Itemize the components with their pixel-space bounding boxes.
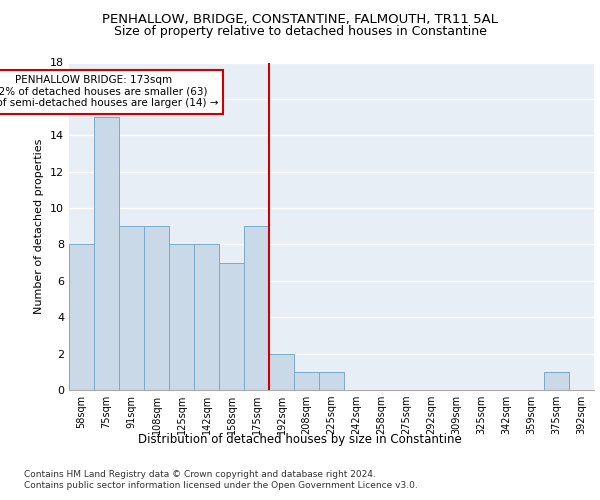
Bar [144,226,169,390]
Text: Contains HM Land Registry data © Crown copyright and database right 2024.: Contains HM Land Registry data © Crown c… [24,470,376,479]
Bar [219,262,244,390]
Bar [244,226,269,390]
Bar [294,372,319,390]
Bar [94,117,119,390]
Text: Size of property relative to detached houses in Constantine: Size of property relative to detached ho… [113,25,487,38]
Bar [269,354,294,390]
Bar [194,244,219,390]
Y-axis label: Number of detached properties: Number of detached properties [34,138,44,314]
Bar [319,372,344,390]
Text: PENHALLOW BRIDGE: 173sqm
← 82% of detached houses are smaller (63)
18% of semi-d: PENHALLOW BRIDGE: 173sqm ← 82% of detach… [0,75,218,108]
Bar [544,372,569,390]
Bar [69,244,94,390]
Text: Contains public sector information licensed under the Open Government Licence v3: Contains public sector information licen… [24,481,418,490]
Text: Distribution of detached houses by size in Constantine: Distribution of detached houses by size … [138,432,462,446]
Bar [119,226,144,390]
Text: PENHALLOW, BRIDGE, CONSTANTINE, FALMOUTH, TR11 5AL: PENHALLOW, BRIDGE, CONSTANTINE, FALMOUTH… [102,12,498,26]
Bar [169,244,194,390]
